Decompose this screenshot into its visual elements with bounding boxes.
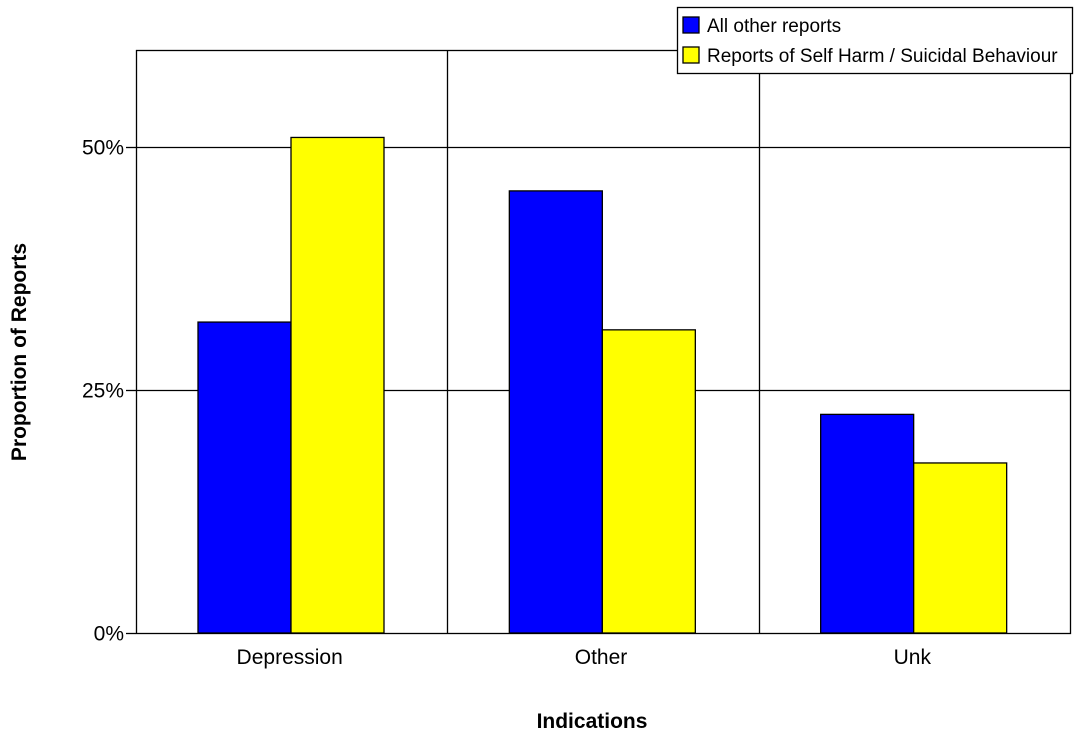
x-tick-label: Depression [237, 646, 343, 669]
bar-other-series-2 [601, 329, 696, 634]
x-axis: Depression Other Unk [237, 646, 932, 669]
x-tick-label: Unk [894, 646, 932, 669]
plot-border [135, 49, 1072, 635]
bar-depression-series-1 [197, 321, 292, 634]
y-tick-label: 50% [82, 137, 124, 160]
bar-unk-series-2 [913, 462, 1008, 634]
bar-unk-series-1 [820, 413, 915, 634]
legend-label-series-1: All other reports [707, 16, 841, 37]
y-tick-label: 0% [94, 623, 124, 646]
bars [197, 136, 1008, 634]
y-axis: 0% 25% 50% [82, 137, 136, 646]
legend-label-series-2: Reports of Self Harm / Suicidal Behaviou… [707, 46, 1058, 67]
plot-frame [135, 49, 1072, 635]
y-tick-label: 25% [82, 380, 124, 403]
bar-depression-series-2 [290, 136, 385, 634]
legend-swatch-series-2 [682, 46, 700, 64]
legend-swatch-series-1 [682, 16, 700, 34]
bar-other-series-1 [508, 190, 603, 634]
y-axis-title: Proportion of Reports [8, 243, 31, 461]
x-tick-label: Other [575, 646, 628, 669]
legend: All other reports Reports of Self Harm / … [676, 6, 1074, 75]
x-axis-title: Indications [537, 710, 648, 731]
legend-box [676, 6, 1074, 75]
